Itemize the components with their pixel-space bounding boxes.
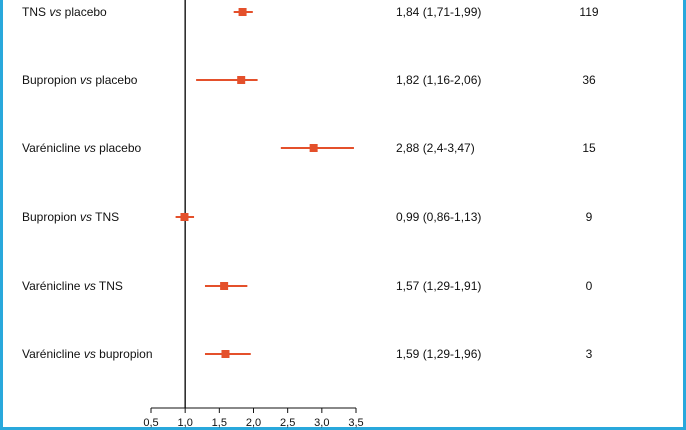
x-tick-label: 3,5 <box>348 417 363 429</box>
row-label-b: placebo <box>92 73 138 87</box>
study-count-label: 36 <box>582 73 596 87</box>
row-label-a: Varénicline <box>22 141 84 155</box>
point-estimate <box>237 76 246 84</box>
point-estimate <box>220 282 229 290</box>
row-label: TNS vs placebo <box>22 5 107 19</box>
row-label-b: TNS <box>96 279 123 293</box>
study-count-label: 0 <box>586 279 593 293</box>
row-label-vs: vs <box>84 141 96 155</box>
ci-value-label: 1,59 (1,29-1,96) <box>396 347 481 361</box>
row-label-a: Bupropion <box>22 73 80 87</box>
ci-value-label: 1,82 (1,16-2,06) <box>396 73 481 87</box>
ci-value-label: 1,84 (1,71-1,99) <box>396 5 481 19</box>
study-count-label: 15 <box>582 141 596 155</box>
ci-value-label: 2,88 (2,4-3,47) <box>396 141 475 155</box>
row-label-a: TNS <box>22 5 49 19</box>
study-count-label: 3 <box>586 347 593 361</box>
row-label-b: TNS <box>92 210 119 224</box>
point-estimate <box>180 213 189 221</box>
row-label-b: placebo <box>61 5 107 19</box>
study-count-label: 119 <box>579 5 598 19</box>
row-label: Varénicline vs TNS <box>22 279 123 293</box>
x-tick-label: 2,0 <box>246 417 261 429</box>
point-estimate <box>221 350 230 358</box>
x-tick-label: 1,5 <box>212 417 227 429</box>
row-label-vs: vs <box>80 210 92 224</box>
row-label-a: Varénicline <box>22 279 84 293</box>
row-label-vs: vs <box>84 347 96 361</box>
row-label: Varénicline vs bupropion <box>22 347 153 361</box>
row-label: Bupropion vs placebo <box>22 73 138 87</box>
row-label-b: bupropion <box>96 347 153 361</box>
row-label-a: Varénicline <box>22 347 84 361</box>
row-label-a: Bupropion <box>22 210 80 224</box>
row-label: Varénicline vs placebo <box>22 141 142 155</box>
point-estimate <box>309 144 318 152</box>
study-count-label: 9 <box>586 210 593 224</box>
point-estimate <box>238 8 247 16</box>
row-label-vs: vs <box>80 73 92 87</box>
row-label-vs: vs <box>84 279 96 293</box>
row-label: Bupropion vs TNS <box>22 210 119 224</box>
ci-value-label: 0,99 (0,86-1,13) <box>396 210 481 224</box>
ci-value-label: 1,57 (1,29-1,91) <box>396 279 481 293</box>
row-label-b: placebo <box>96 141 142 155</box>
x-tick-label: 0,5 <box>143 417 158 429</box>
row-label-vs: vs <box>49 5 61 19</box>
x-tick-label: 1,0 <box>178 417 193 429</box>
x-tick-label: 2,5 <box>280 417 295 429</box>
x-tick-label: 3,0 <box>314 417 329 429</box>
